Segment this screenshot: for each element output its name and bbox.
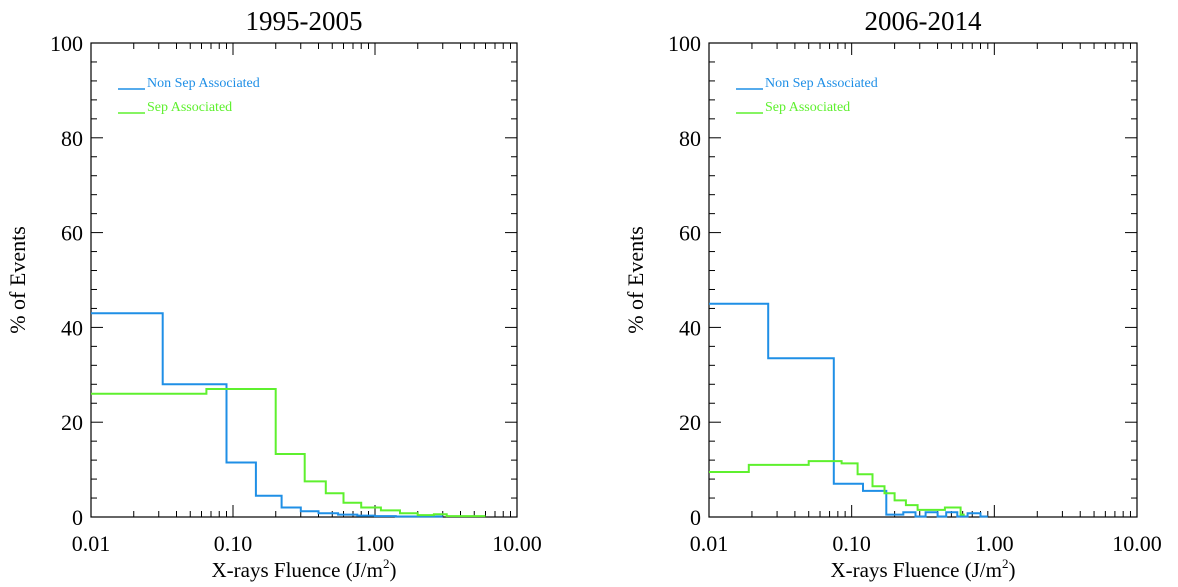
x-tick-label: 1.00 [975,531,1014,556]
x-tick-label: 10.00 [492,531,542,556]
y-tick-label: 100 [668,31,701,56]
x-axis-label-sup: 2 [1002,556,1009,571]
y-tick-label: 100 [50,31,83,56]
y-tick-label: 20 [61,410,83,435]
plot-frame [90,42,518,518]
y-axis-label: % of Events [623,226,648,334]
series-line-non-sep-associated [91,312,443,518]
x-axis-label-close: ) [389,558,396,582]
y-axis-label: % of Events [5,226,30,334]
y-tick-label: 60 [61,221,83,246]
chart-title: 1995-2005 [246,6,363,36]
chart-title: 2006-2014 [865,6,982,36]
y-tick-label: 60 [679,221,701,246]
series-line-sep-associated [709,460,965,516]
legend-label: Sep Associated [147,100,232,115]
legend-label: Sep Associated [765,100,850,115]
x-axis-label-main: X-rays Fluence (J/m [212,558,383,582]
series-line-sep-associated [91,388,486,518]
x-tick-label: 0.10 [214,531,253,556]
x-tick-label: 0.10 [832,531,871,556]
x-tick-label: 10.00 [1112,531,1162,556]
y-tick-label: 20 [679,410,701,435]
legend-label: Non Sep Associated [765,76,878,91]
legend-label: Non Sep Associated [147,76,260,91]
y-tick-label: 0 [690,505,701,530]
x-tick-label: 0.01 [72,531,111,556]
x-axis-label: X-rays Fluence (J/m2) [212,556,397,582]
chart-panel-1: 1995-2005 0 20 40 60 80 100 0.01 0.10 1.00 10.00 X-… [5,6,542,582]
series-line-non-sep-associated [709,302,988,518]
y-tick-label: 0 [72,505,83,530]
y-tick-label: 40 [61,315,83,340]
y-tick-label: 40 [679,315,701,340]
x-axis-label: X-rays Fluence (J/m2) [831,556,1016,582]
x-tick-label: 0.01 [690,531,729,556]
x-axis-label-sup: 2 [383,556,390,571]
x-axis-label-close: ) [1008,558,1015,582]
chart-panel-2: 2006-2014 0 20 40 60 80 100 0.01 0.10 1.00 10.00 X-… [623,6,1162,582]
y-tick-label: 80 [679,126,701,151]
y-tick-label: 80 [61,126,83,151]
x-tick-label: 1.00 [356,531,395,556]
x-axis-label-main: X-rays Fluence (J/m [831,558,1002,582]
